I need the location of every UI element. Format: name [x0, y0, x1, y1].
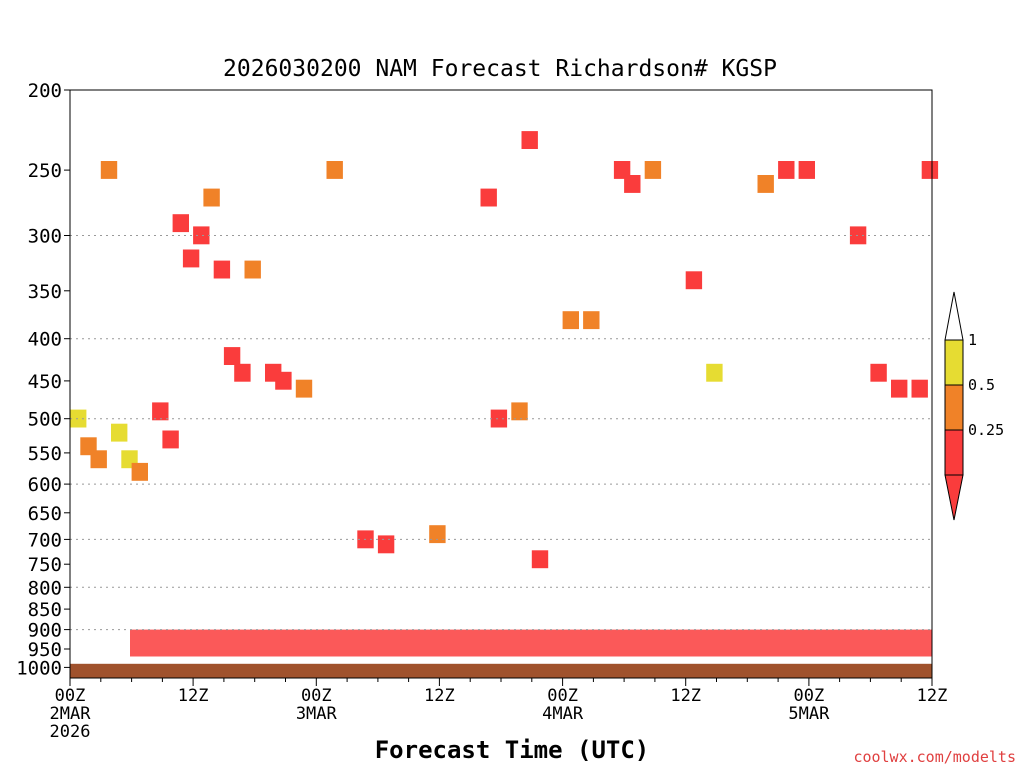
ri-cell	[111, 423, 128, 442]
ri-cell	[244, 260, 261, 279]
legend: 1 0.5 0.25	[944, 291, 1004, 521]
y-axis: 200 250 300 350 400 450 500 550 600 650 700 7508008…	[16, 80, 70, 679]
ri-cell	[480, 188, 497, 207]
ri-cell	[131, 462, 148, 481]
y-tick-label: 500	[28, 409, 62, 431]
ri-cell	[870, 363, 887, 382]
x-tick-label: 12Z	[424, 686, 455, 706]
ri-cell	[921, 161, 939, 179]
ri-cell	[778, 161, 795, 179]
ri-cell	[531, 550, 549, 569]
ri-cell	[562, 311, 579, 330]
y-tick-label: 400	[28, 329, 62, 351]
ri-cell	[377, 535, 395, 554]
y-tick-label: 700	[28, 529, 62, 551]
ri-cell	[757, 175, 774, 193]
legend-swatch	[944, 384, 964, 431]
ri-cell	[275, 371, 292, 390]
ri-cell	[234, 363, 251, 382]
legend-label: 0.25	[968, 421, 1004, 439]
ri-cell	[295, 379, 313, 398]
ri-cell	[911, 379, 928, 398]
ground-layer	[70, 663, 932, 678]
legend-label: 0.5	[968, 376, 995, 394]
ri-cell	[613, 161, 631, 179]
x-tick-label: 2MAR	[50, 704, 92, 724]
x-tick-label: 5MAR	[788, 704, 830, 724]
legend-swatch	[944, 429, 964, 476]
ri-cell	[203, 188, 220, 207]
ri-cell	[193, 226, 210, 245]
ri-cell	[511, 402, 528, 421]
x-tick-label: 12Z	[917, 686, 948, 706]
y-tick-label: 200	[28, 80, 62, 102]
y-tick-label: 650	[28, 503, 62, 525]
ri-cell	[70, 409, 87, 428]
x-tick-label: 2026	[50, 722, 91, 742]
ri-cell	[90, 450, 107, 469]
y-tick-label: 750	[28, 554, 62, 576]
y-tick-label: 1000	[16, 657, 62, 679]
ri-cell	[152, 402, 169, 421]
near-surface-layer	[130, 629, 932, 657]
ground-fill	[70, 663, 932, 678]
ri-cell	[429, 525, 446, 544]
x-axis-label: Forecast Time (UTC)	[375, 736, 650, 764]
y-tick-label: 600	[28, 474, 62, 496]
ri-cell	[490, 409, 508, 428]
y-tick-label: 950	[28, 639, 62, 661]
y-tick-label: 900	[28, 620, 62, 642]
ri-cell	[182, 249, 200, 268]
ri-cell	[213, 260, 231, 279]
y-tick-label: 800	[28, 577, 62, 599]
x-tick-label: 12Z	[178, 686, 209, 706]
y-tick-label: 550	[28, 443, 62, 465]
x-tick-label: 4MAR	[542, 704, 584, 724]
cell-layer	[70, 131, 939, 657]
ri-cell	[521, 131, 538, 149]
ri-cell	[624, 175, 641, 193]
y-tick-label: 300	[28, 226, 62, 248]
ri-cell	[798, 161, 815, 179]
x-tick-label: 3MAR	[296, 704, 338, 724]
ri-cell	[706, 363, 723, 382]
grid-layer	[70, 235, 932, 631]
ri-cell	[326, 161, 343, 179]
x-tick-label: 00Z	[794, 686, 825, 706]
y-tick-label: 350	[28, 281, 62, 303]
ri-cell	[644, 161, 662, 179]
y-tick-label: 250	[28, 160, 62, 182]
ri-cell	[172, 214, 189, 233]
chart-title: 2026030200 NAM Forecast Richardson# KGSP	[223, 56, 777, 82]
y-tick-label: 850	[28, 599, 62, 621]
ri-cell	[891, 379, 908, 398]
credit-text: coolwx.com/modelts	[853, 748, 1016, 766]
legend-bottom-arrow	[944, 474, 964, 521]
legend-label: 1	[968, 331, 977, 349]
legend-top-arrow	[944, 291, 964, 341]
y-tick-label: 450	[28, 371, 62, 393]
ri-cell	[583, 311, 600, 330]
x-tick-label: 00Z	[301, 686, 332, 706]
x-tick-label: 00Z	[55, 686, 86, 706]
x-tick-label: 00Z	[547, 686, 578, 706]
ri-cell	[100, 161, 118, 179]
ri-cell	[223, 347, 241, 365]
ri-cell	[162, 430, 179, 449]
legend-swatch	[944, 339, 964, 386]
ri-cell	[849, 226, 867, 245]
x-tick-label: 12Z	[670, 686, 701, 706]
ri-cell	[685, 271, 703, 290]
